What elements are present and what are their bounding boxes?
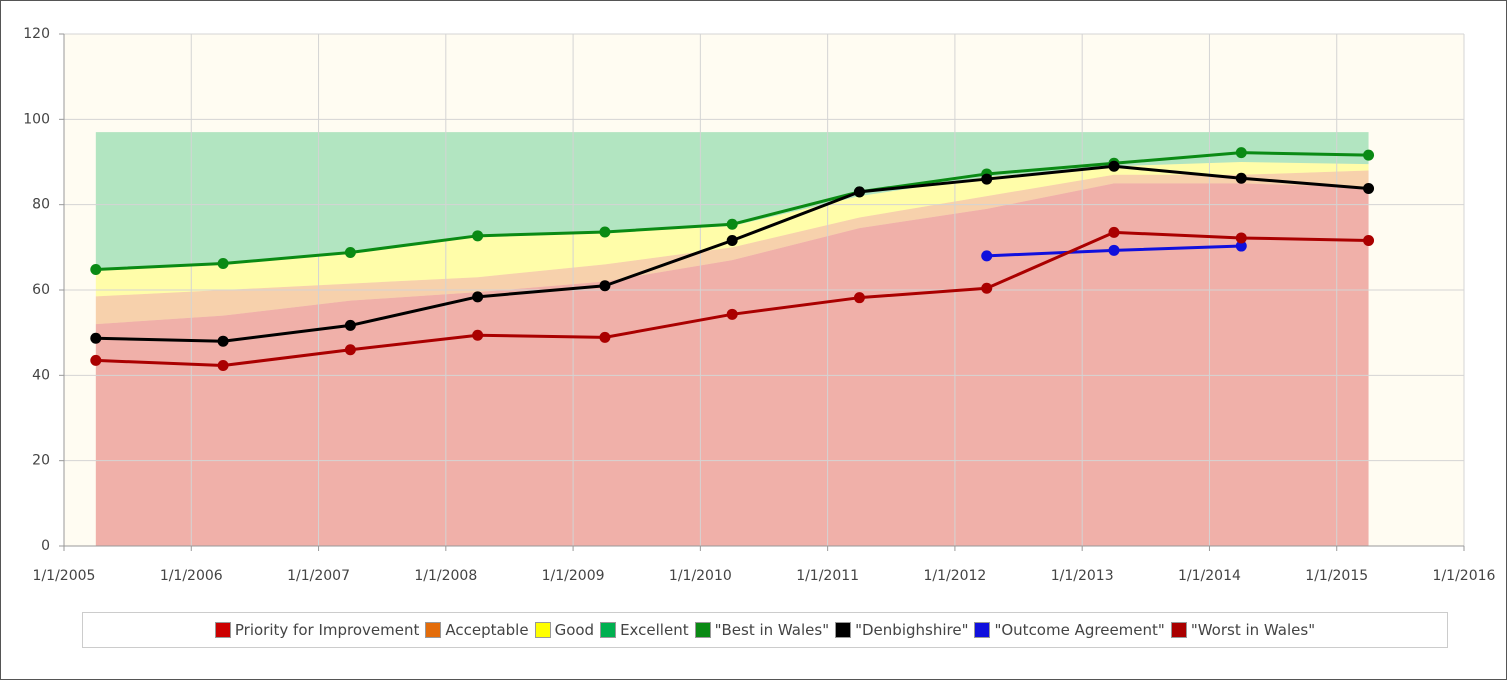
legend-item[interactable]: "Denbighshire"	[835, 621, 968, 639]
legend-label: "Denbighshire"	[855, 621, 969, 639]
x-tick-label: 1/1/2007	[287, 568, 350, 584]
legend-item[interactable]: Priority for Improvement	[214, 621, 420, 639]
series-point	[726, 218, 738, 230]
x-tick-label: 1/1/2014	[1178, 568, 1241, 584]
series-point	[599, 331, 611, 343]
series-point	[981, 250, 993, 262]
legend-item[interactable]: "Best in Wales"	[694, 621, 830, 639]
series-point	[90, 354, 102, 366]
y-tick-label: 120	[23, 26, 50, 42]
x-tick-label: 1/1/2009	[542, 568, 605, 584]
legend-swatch	[974, 622, 991, 638]
series-point	[472, 230, 484, 242]
y-tick-label: 100	[23, 111, 50, 127]
series-point	[1235, 240, 1247, 252]
series-point	[853, 292, 865, 304]
series-point	[1235, 147, 1247, 159]
x-tick-label: 1/1/2016	[1433, 568, 1496, 584]
legend-label: Good	[554, 621, 595, 639]
legend-item[interactable]: "Outcome Agreement"	[974, 621, 1165, 639]
series-point	[726, 235, 738, 247]
legend-swatch	[694, 622, 711, 638]
series-point	[1108, 226, 1120, 238]
series-point	[217, 258, 229, 270]
series-point	[344, 246, 356, 258]
legend-label: "Best in Wales"	[714, 621, 830, 639]
series-point	[1235, 172, 1247, 184]
legend-label: Priority for Improvement	[234, 621, 420, 639]
x-tick-label: 1/1/2013	[1051, 568, 1114, 584]
legend-item[interactable]: "Worst in Wales"	[1170, 621, 1316, 639]
y-tick-label: 60	[32, 282, 50, 298]
series-point	[90, 264, 102, 276]
area-band	[95, 183, 1369, 547]
y-tick-label: 80	[32, 197, 50, 213]
area-band	[95, 170, 1369, 325]
series-point	[472, 329, 484, 341]
series-point	[1108, 244, 1120, 256]
x-tick-label: 1/1/2015	[1305, 568, 1368, 584]
y-tick-label: 40	[32, 367, 50, 383]
legend-label: "Worst in Wales"	[1190, 621, 1316, 639]
series-point	[1363, 149, 1375, 161]
legend-label: Acceptable	[445, 621, 529, 639]
legend-label: Excellent	[620, 621, 689, 639]
legend: Priority for Improvement Acceptable Good Ex…	[82, 612, 1448, 648]
series-point	[90, 332, 102, 344]
series-point	[981, 173, 993, 185]
series-point	[1363, 182, 1375, 194]
x-tick-label: 1/1/2012	[923, 568, 986, 584]
legend-swatch	[600, 622, 617, 638]
x-tick-label: 1/1/2011	[796, 568, 859, 584]
y-tick-label: 0	[41, 538, 50, 554]
series-point	[217, 360, 229, 372]
series-point	[599, 226, 611, 238]
legend-swatch	[425, 622, 442, 638]
series-point	[853, 186, 865, 198]
legend-item[interactable]: Excellent	[600, 621, 689, 639]
legend-label: "Outcome Agreement"	[994, 621, 1165, 639]
series-point	[217, 335, 229, 347]
legend-swatch	[214, 622, 231, 638]
x-tick-label: 1/1/2008	[414, 568, 477, 584]
x-tick-label: 1/1/2006	[160, 568, 223, 584]
series-point	[472, 291, 484, 303]
series-point	[726, 308, 738, 320]
x-tick-label: 1/1/2005	[33, 568, 96, 584]
series-point	[1108, 160, 1120, 172]
legend-item[interactable]: Good	[534, 621, 595, 639]
legend-swatch	[835, 622, 852, 638]
y-tick-label: 20	[32, 453, 50, 469]
series-point	[1235, 232, 1247, 244]
series-point	[344, 344, 356, 356]
legend-item[interactable]: Acceptable	[425, 621, 529, 639]
series-point	[981, 282, 993, 294]
x-tick-label: 1/1/2010	[669, 568, 732, 584]
legend-swatch	[534, 622, 551, 638]
series-point	[599, 280, 611, 292]
legend-swatch	[1170, 622, 1187, 638]
series-point	[1363, 235, 1375, 247]
area-band	[95, 132, 1369, 271]
series-point	[344, 319, 356, 331]
